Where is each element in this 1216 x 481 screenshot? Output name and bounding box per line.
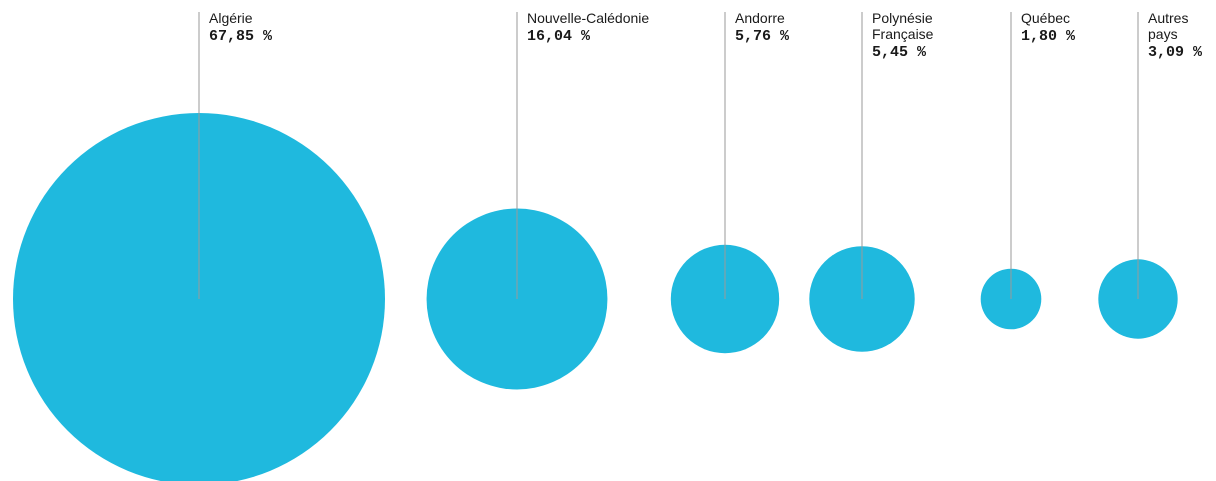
category-label-autres-pays: Autres [1148,10,1188,26]
category-label-quebec: Québec [1021,10,1070,26]
category-label-autres-pays: pays [1148,26,1178,42]
value-label-algerie: 67,85 % [209,28,273,45]
value-label-polynesie-francaise: 5,45 % [872,44,927,61]
category-label-polynesie-francaise: Polynésie [872,10,933,26]
category-label-nouvelle-caledonie: Nouvelle-Calédonie [527,10,649,26]
value-label-quebec: 1,80 % [1021,28,1076,45]
category-label-polynesie-francaise: Française [872,26,934,42]
category-label-andorre: Andorre [735,10,785,26]
category-label-algerie: Algérie [209,10,253,26]
value-label-nouvelle-caledonie: 16,04 % [527,28,591,45]
value-label-autres-pays: 3,09 % [1148,44,1203,61]
value-label-andorre: 5,76 % [735,28,790,45]
